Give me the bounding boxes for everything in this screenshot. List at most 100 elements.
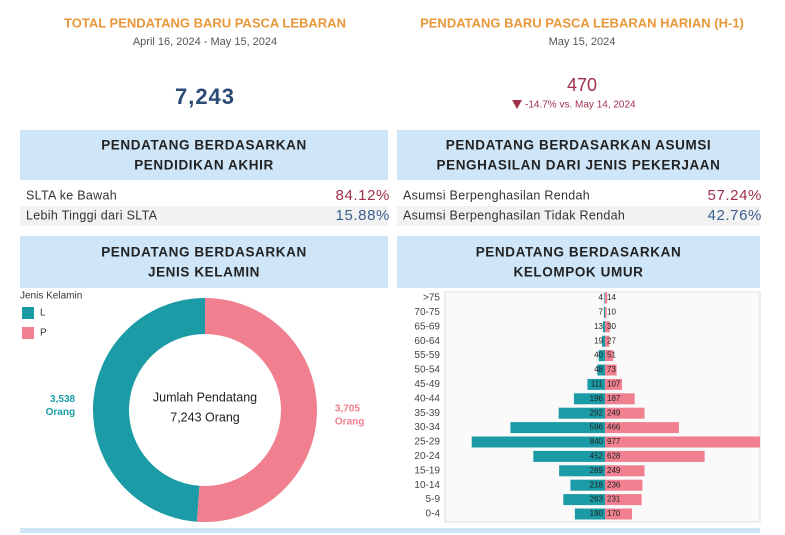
- row-label: Asumsi Berpenghasilan Rendah: [403, 188, 590, 202]
- bar-label: 111: [591, 380, 604, 389]
- kpi-subtitle: May 15, 2024: [549, 36, 616, 48]
- bar: [605, 350, 614, 362]
- bar: [570, 479, 605, 491]
- y-tick-label: 50-54: [414, 365, 440, 376]
- bar-label: 19: [594, 336, 603, 345]
- y-tick-label: 55-59: [414, 350, 440, 361]
- kpi-value: 470: [567, 75, 597, 95]
- bar-label: 30: [607, 322, 616, 331]
- bar: [605, 479, 643, 491]
- bar-label: 466: [607, 423, 621, 432]
- bar: [574, 508, 605, 520]
- row-value: 15.88%: [336, 207, 390, 224]
- bar: [605, 436, 760, 448]
- row-label: Lebih Tinggi dari SLTA: [26, 208, 158, 222]
- kpi-title: PENDATANG BARU PASCA LEBARAN HARIAN (H-1…: [420, 15, 744, 30]
- slice-label: 3,705: [335, 403, 360, 414]
- bar-label: 40: [594, 351, 603, 360]
- row-value: 42.76%: [708, 207, 762, 224]
- bar: [510, 422, 605, 434]
- donut-slice: [93, 298, 205, 522]
- bar-label: 218: [590, 480, 604, 489]
- panel-title: PENDATANG BERDASARKAN: [101, 138, 307, 153]
- bar: [605, 292, 608, 304]
- y-tick-label: 45-49: [414, 379, 440, 390]
- bar: [605, 393, 635, 405]
- bar: [605, 494, 642, 506]
- bar: [605, 407, 645, 419]
- panel-title: PENGHASILAN DARI JENIS PEKERJAAN: [437, 158, 721, 173]
- legend-swatch: [22, 327, 34, 339]
- row-value: 84.12%: [336, 187, 390, 204]
- bar-label: 596: [590, 423, 604, 432]
- bar-label: 249: [607, 408, 621, 417]
- bar: [471, 436, 605, 448]
- bar-label: 51: [607, 351, 616, 360]
- y-tick-label: 35-39: [414, 408, 440, 419]
- panel-title: PENDIDIKAN AKHIR: [134, 158, 274, 173]
- y-tick-label: 30-34: [414, 422, 440, 433]
- bar: [533, 450, 605, 462]
- bar: [559, 465, 605, 477]
- kpi-value: 7,243: [175, 84, 235, 109]
- bar-label: 236: [607, 480, 621, 489]
- bar: [605, 422, 679, 434]
- row-label: SLTA ke Bawah: [26, 188, 117, 202]
- bar: [587, 378, 605, 390]
- y-tick-label: 25-29: [414, 437, 440, 448]
- center-label: Jumlah Pendatang: [153, 390, 257, 404]
- bar-label: 4: [599, 293, 604, 302]
- bar-label: 48: [594, 365, 603, 374]
- bar: [597, 364, 605, 376]
- panel-title: PENDATANG BERDASARKAN ASUMSI: [446, 138, 712, 153]
- center-label: 7,243 Orang: [170, 410, 240, 424]
- y-tick-label: 65-69: [414, 321, 440, 332]
- bar-label: 190: [590, 509, 604, 518]
- kpi-change: -14.7% vs. May 14, 2024: [525, 100, 636, 111]
- bar-label: 7: [599, 308, 604, 317]
- bar: [558, 407, 605, 419]
- bar: [573, 393, 605, 405]
- bar-label: 231: [607, 495, 621, 504]
- y-tick-label: 5-9: [426, 494, 441, 505]
- y-tick-label: 10-14: [414, 480, 440, 491]
- bar: [601, 335, 605, 347]
- kpi-subtitle: April 16, 2024 - May 15, 2024: [133, 36, 277, 48]
- panel-title: PENDATANG BERDASARKAN: [476, 245, 682, 260]
- panel-header: [397, 130, 760, 180]
- legend-title: Jenis Kelamin: [20, 291, 82, 302]
- bar-label: 249: [607, 466, 621, 475]
- panel-header: [397, 236, 760, 288]
- panel-title: JENIS KELAMIN: [148, 265, 260, 280]
- donut-slice: [196, 298, 318, 522]
- bar-label: 10: [607, 308, 616, 317]
- bar: [605, 465, 645, 477]
- slice-unit: Orang: [46, 407, 75, 418]
- down-arrow: [512, 100, 522, 109]
- panel-title: PENDATANG BERDASARKAN: [101, 245, 307, 260]
- bar-label: 27: [607, 336, 616, 345]
- bar: [605, 306, 607, 318]
- bar-label: 292: [590, 408, 604, 417]
- bar: [603, 306, 605, 318]
- bar-label: 196: [590, 394, 604, 403]
- row-label: Asumsi Berpenghasilan Tidak Rendah: [403, 208, 625, 222]
- row-bg: [397, 206, 760, 226]
- bar-label: 452: [590, 452, 604, 461]
- bar: [605, 321, 610, 333]
- row-value: 57.24%: [708, 187, 762, 204]
- bar-label: 289: [590, 466, 604, 475]
- bar-label: 187: [607, 394, 621, 403]
- bar: [605, 378, 622, 390]
- slice-label: 3,538: [50, 394, 75, 405]
- y-tick-label: 60-64: [414, 336, 440, 347]
- bar-label: 107: [607, 380, 621, 389]
- bar: [605, 364, 617, 376]
- legend-label: P: [40, 328, 47, 339]
- y-tick-label: >75: [423, 293, 440, 304]
- panel-title: KELOMPOK UMUR: [513, 265, 643, 280]
- bar-label: 840: [590, 437, 604, 446]
- bar-label: 263: [590, 495, 604, 504]
- bar: [598, 350, 605, 362]
